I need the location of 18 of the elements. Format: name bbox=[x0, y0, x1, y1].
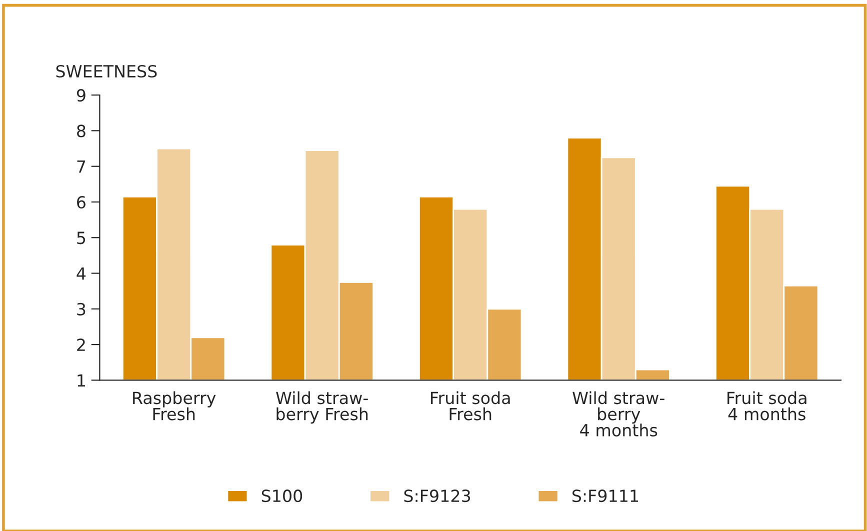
y-tick-label: 9 bbox=[76, 89, 86, 102]
x-tick-label: Fruit soda Fresh bbox=[431, 391, 510, 420]
y-tick-label: 6 bbox=[77, 196, 86, 209]
y-tick-label: 8 bbox=[77, 124, 86, 138]
x-tick-label: Raspberry Fresh bbox=[133, 391, 216, 420]
x-tick-label: Fruit soda 4 months bbox=[728, 391, 806, 420]
y-tick-label: 1 bbox=[78, 374, 85, 387]
legend-label: S100 bbox=[262, 490, 302, 502]
x-tick-label: Wild straw- berry Fresh bbox=[276, 391, 368, 424]
y-axis-title: SWEETNESS bbox=[56, 64, 157, 78]
y-tick-label: 3 bbox=[77, 302, 86, 316]
y-tick-label: 7 bbox=[77, 160, 86, 173]
x-tick-label: Wild straw- berry 4 months bbox=[572, 391, 664, 436]
y-tick-label: 5 bbox=[77, 232, 86, 244]
legend-label: S:F9111 bbox=[572, 490, 638, 502]
y-tick-label: 4 bbox=[76, 267, 86, 280]
y-tick-label: 2 bbox=[77, 338, 85, 351]
legend-label: S:F9123 bbox=[404, 490, 470, 502]
